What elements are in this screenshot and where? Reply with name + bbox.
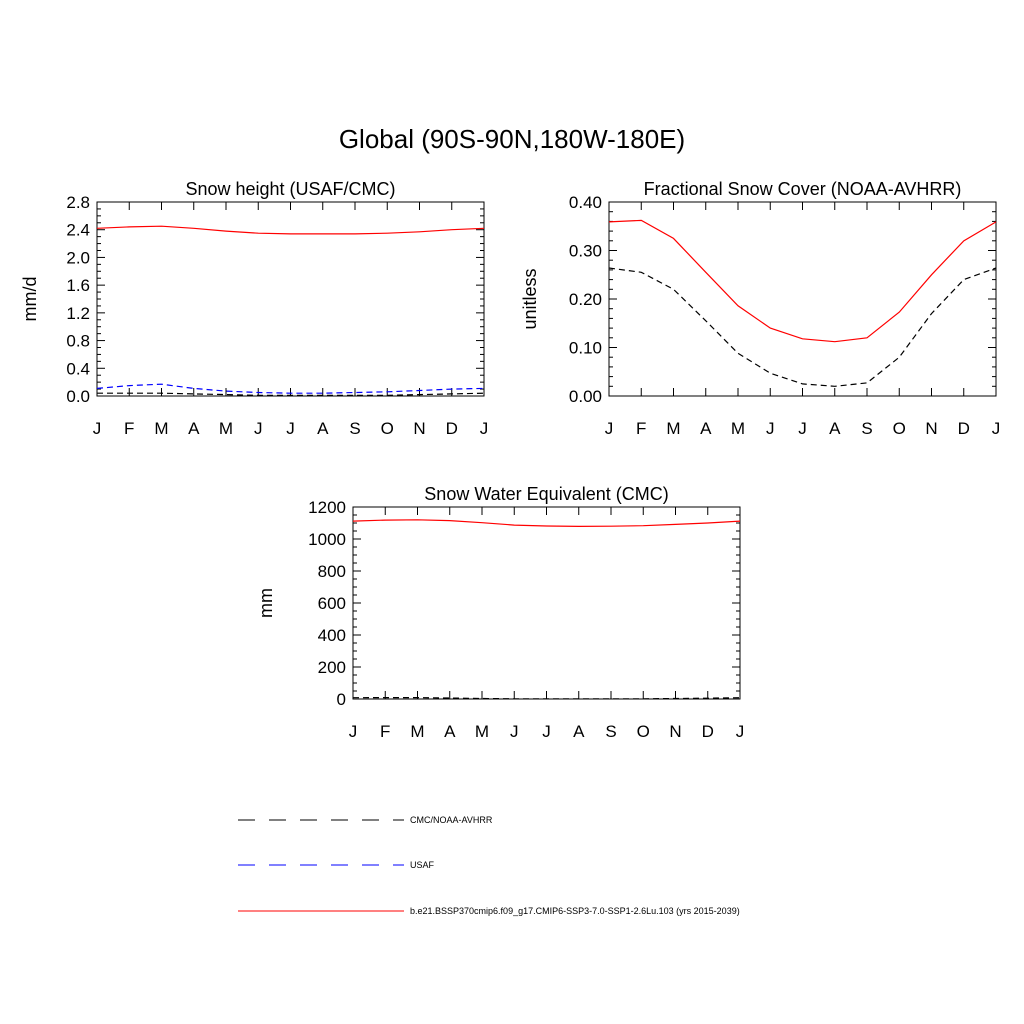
legend-item: USAF xyxy=(238,860,435,870)
y-tick-label: 800 xyxy=(318,562,346,581)
x-tick-label: M xyxy=(475,722,489,741)
legend-item: b.e21.BSSP370cmip6.f09_g17.CMIP6-SSP3-7.… xyxy=(238,906,740,916)
legend-item: CMC/NOAA-AVHRR xyxy=(238,815,493,825)
chart-panel: Snow height (USAF/CMC)mm/dJ F M A M J J A S O N D J0… xyxy=(20,179,488,438)
x-tick-label: J xyxy=(254,419,263,438)
x-tick-label: O xyxy=(381,419,394,438)
x-tick-label: A xyxy=(573,722,585,741)
series-line xyxy=(352,696,741,700)
chart-panel: Snow Water Equivalent (CMC)mmJ F M A M J J A S O N… xyxy=(256,484,744,741)
x-tick-label: N xyxy=(669,722,681,741)
y-axis-label: mm xyxy=(256,588,276,618)
x-tick-label: J xyxy=(286,419,295,438)
legend-label: USAF xyxy=(410,860,435,870)
x-tick-label: A xyxy=(188,419,200,438)
x-tick-label: M xyxy=(666,419,680,438)
y-tick-label: 0.40 xyxy=(569,193,602,212)
x-tick-label: D xyxy=(958,419,970,438)
y-tick-label: 600 xyxy=(318,594,346,613)
x-tick-label: O xyxy=(893,419,906,438)
y-tick-label: 0.4 xyxy=(66,359,90,378)
x-tick-label: N xyxy=(413,419,425,438)
y-axis-label: mm/d xyxy=(20,277,40,322)
x-tick-label: M xyxy=(154,419,168,438)
series-line xyxy=(96,383,485,394)
figure-title: Global (90S-90N,180W-180E) xyxy=(339,124,685,154)
series-line xyxy=(96,225,485,235)
x-tick-label: J xyxy=(766,419,775,438)
y-tick-label: 0.10 xyxy=(569,339,602,358)
x-tick-label: J xyxy=(542,722,551,741)
x-tick-label: D xyxy=(702,722,714,741)
y-tick-label: 400 xyxy=(318,626,346,645)
x-tick-label: M xyxy=(731,419,745,438)
series-line xyxy=(608,267,997,387)
x-tick-label: F xyxy=(636,419,646,438)
x-tick-label: A xyxy=(444,722,456,741)
x-tick-label: D xyxy=(446,419,458,438)
y-tick-label: 0.20 xyxy=(569,290,602,309)
legend-label: CMC/NOAA-AVHRR xyxy=(410,815,493,825)
x-tick-label: J xyxy=(510,722,519,741)
y-tick-label: 1000 xyxy=(308,530,346,549)
x-tick-label: J xyxy=(605,419,614,438)
x-tick-label: F xyxy=(124,419,134,438)
y-tick-label: 0.0 xyxy=(66,387,90,406)
y-tick-label: 0.00 xyxy=(569,387,602,406)
x-tick-label: M xyxy=(219,419,233,438)
x-tick-label: A xyxy=(829,419,841,438)
panels: Snow height (USAF/CMC)mm/dJ F M A M J J A S O N D J0… xyxy=(20,179,1000,741)
x-tick-label: J xyxy=(349,722,358,741)
panel-title: Snow Water Equivalent (CMC) xyxy=(424,484,668,504)
x-tick-label: N xyxy=(925,419,937,438)
series-line xyxy=(97,392,485,396)
y-tick-label: 0.8 xyxy=(66,332,90,351)
y-tick-label: 2.4 xyxy=(66,221,90,240)
y-axis-label: unitless xyxy=(520,268,540,329)
panel-title: Fractional Snow Cover (NOAA-AVHRR) xyxy=(644,179,962,199)
x-tick-label: S xyxy=(349,419,360,438)
y-tick-label: 2.8 xyxy=(66,193,90,212)
x-tick-label: M xyxy=(410,722,424,741)
chart-panel: Fractional Snow Cover (NOAA-AVHRR) unitle… xyxy=(520,179,1000,438)
y-tick-label: 0.30 xyxy=(569,242,602,261)
x-tick-label: O xyxy=(637,722,650,741)
y-tick-label: 200 xyxy=(318,658,346,677)
x-tick-label: J xyxy=(992,419,1001,438)
y-tick-label: 0 xyxy=(337,690,346,709)
x-tick-label: A xyxy=(317,419,329,438)
panel-title: Snow height (USAF/CMC) xyxy=(185,179,395,199)
series-line xyxy=(608,219,997,343)
y-tick-label: 2.0 xyxy=(66,248,90,267)
y-tick-label: 1.2 xyxy=(66,304,90,323)
x-tick-label: J xyxy=(480,419,489,438)
x-tick-label: J xyxy=(736,722,745,741)
x-tick-label: S xyxy=(861,419,872,438)
plot-frame xyxy=(352,506,741,700)
legend: CMC/NOAA-AVHRR USAF b.e21.BSSP370cmip6.f09… xyxy=(238,815,740,916)
legend-label: b.e21.BSSP370cmip6.f09_g17.CMIP6-SSP3-7.… xyxy=(410,906,740,916)
y-tick-label: 1.6 xyxy=(66,276,90,295)
x-tick-label: J xyxy=(93,419,102,438)
x-tick-label: S xyxy=(605,722,616,741)
y-tick-label: 1200 xyxy=(308,498,346,517)
x-tick-label: A xyxy=(700,419,712,438)
x-tick-label: J xyxy=(798,419,807,438)
x-tick-label: F xyxy=(380,722,390,741)
plot-frame xyxy=(608,201,997,397)
series-line xyxy=(352,519,741,528)
